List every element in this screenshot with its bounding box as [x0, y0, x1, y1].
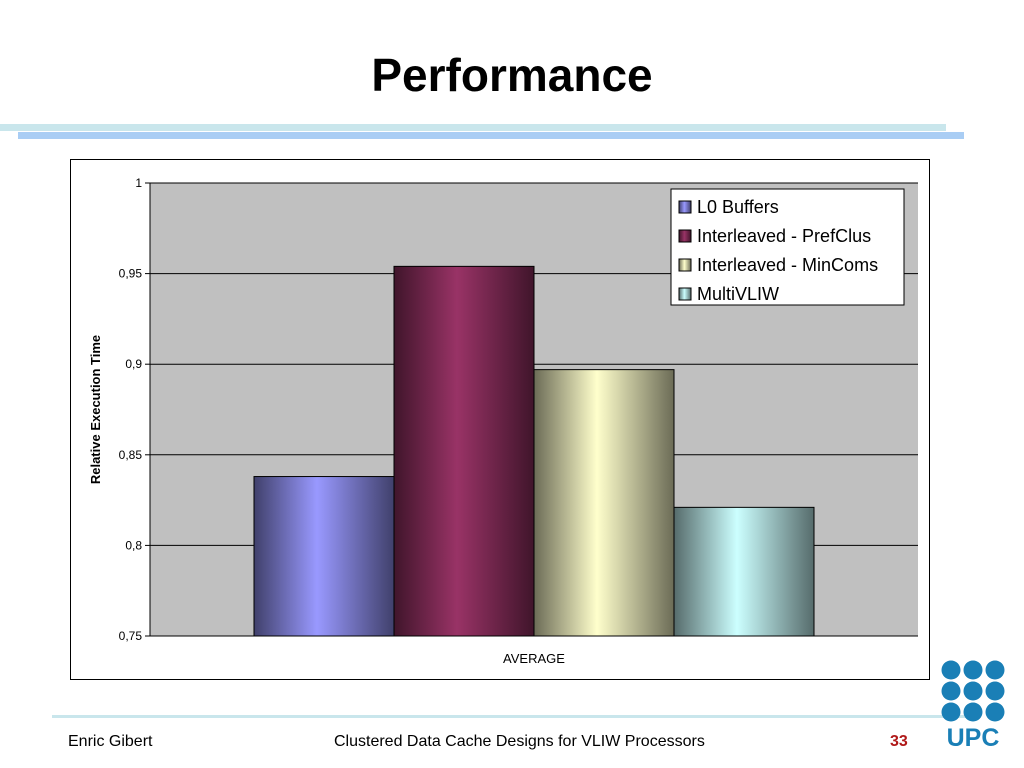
y-tick-label: 0,75 [119, 629, 143, 643]
legend [670, 188, 905, 306]
footer-rule [52, 715, 978, 718]
legend-label: Interleaved - PrefClus [697, 226, 871, 246]
y-tick-label: 0,85 [119, 448, 143, 462]
y-tick-label: 0,8 [125, 538, 142, 552]
logo-dot [963, 681, 983, 701]
bar-multivliw [673, 506, 815, 637]
logo-dot [985, 702, 1005, 722]
logo-dot [941, 660, 961, 680]
footer-presentation-title: Clustered Data Cache Designs for VLIW Pr… [334, 733, 705, 750]
bar-chart: 1 0,95 0,9 0,85 0,8 0,75 AVERAGE Relative Execu… [88, 176, 918, 666]
legend-label: L0 Buffers [697, 197, 779, 217]
y-axis-label: Relative Execution Time [88, 335, 103, 484]
y-tick-label: 0,9 [125, 357, 142, 371]
legend-swatch [678, 229, 692, 243]
logo-dot [985, 660, 1005, 680]
title-rule-light [0, 124, 946, 131]
y-tick-label: 0,95 [119, 267, 143, 281]
bar-interleaved-mincoms [533, 369, 675, 637]
legend-label: Interleaved - MinComs [697, 255, 878, 275]
bar-interleaved-prefclus [393, 265, 535, 637]
y-tick-label: 1 [135, 176, 142, 190]
bar-l0-buffers [253, 476, 395, 637]
footer-author: Enric Gibert [68, 733, 153, 750]
logo-dot [941, 702, 961, 722]
logo-dot [941, 681, 961, 701]
slide-title: Performance [371, 49, 653, 101]
legend-label: MultiVLIW [697, 284, 779, 304]
legend-swatch [678, 200, 692, 214]
legend-swatch [678, 258, 692, 272]
x-tick-label: AVERAGE [503, 651, 565, 666]
logo-dot [963, 660, 983, 680]
page-number: 33 [890, 733, 908, 750]
title-rule-dark [18, 132, 964, 139]
legend-swatch [678, 287, 692, 301]
logo-dot [985, 681, 1005, 701]
logo-dot [963, 702, 983, 722]
logo-wordmark: UPC [947, 724, 1000, 750]
upc-logo: UPC [941, 660, 1005, 750]
